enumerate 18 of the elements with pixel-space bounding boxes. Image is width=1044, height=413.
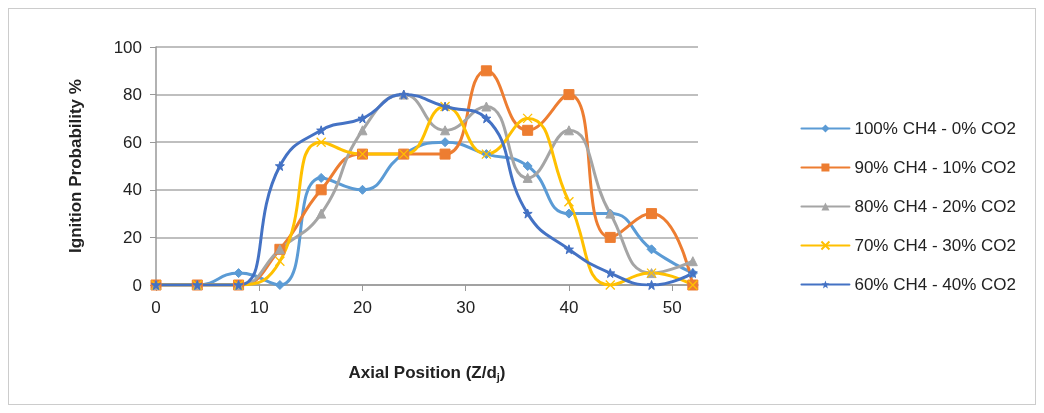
legend-label: 80% CH4 - 20% CO2 bbox=[854, 197, 1017, 216]
legend-label: 60% CH4 - 40% CO2 bbox=[854, 275, 1017, 294]
y-tick-label: 80 bbox=[123, 85, 142, 105]
y-tick-label: 60 bbox=[123, 132, 142, 152]
x-tick-label: 30 bbox=[456, 298, 476, 317]
x-tick-label: 0 bbox=[151, 298, 161, 317]
y-tick-label: 20 bbox=[123, 227, 142, 247]
legend-label: 90% CH4 - 10% CO2 bbox=[854, 158, 1017, 177]
x-tick-label: 50 bbox=[662, 298, 682, 317]
x-tick-label: 40 bbox=[559, 298, 579, 317]
y-tick-label: 0 bbox=[132, 275, 142, 295]
y-axis-title: Ignition Probability % bbox=[66, 79, 85, 253]
y-tick-label: 100 bbox=[113, 37, 142, 57]
legend-label: 70% CH4 - 30% CO2 bbox=[854, 236, 1017, 255]
legend-label: 100% CH4 - 0% CO2 bbox=[854, 119, 1017, 138]
x-tick-label: 10 bbox=[249, 298, 269, 317]
x-tick-label: 20 bbox=[353, 298, 372, 317]
y-tick-label: 40 bbox=[123, 180, 142, 200]
